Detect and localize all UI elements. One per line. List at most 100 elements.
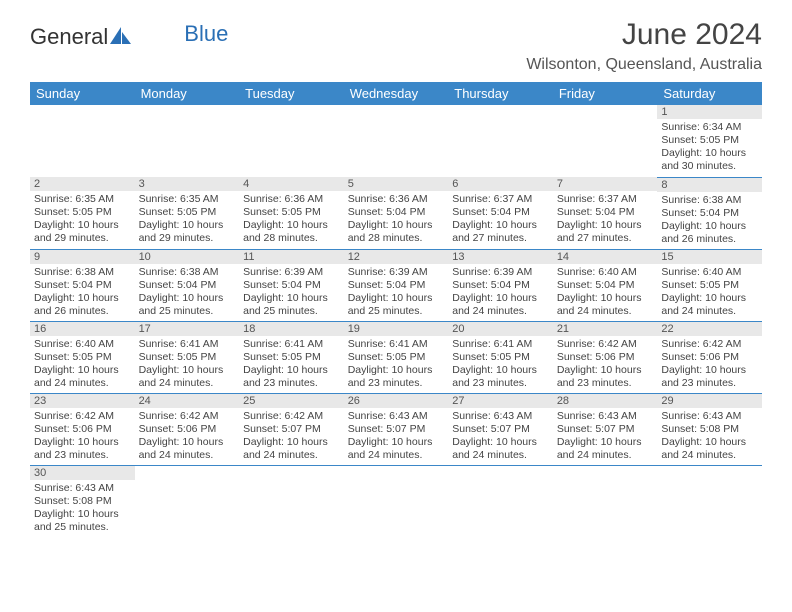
day-details: Sunrise: 6:37 AMSunset: 5:04 PMDaylight:… xyxy=(553,191,658,248)
sunrise-line: Sunrise: 6:42 AM xyxy=(557,338,654,351)
day-details: Sunrise: 6:39 AMSunset: 5:04 PMDaylight:… xyxy=(239,264,344,321)
calendar-cell: 15Sunrise: 6:40 AMSunset: 5:05 PMDayligh… xyxy=(657,249,762,321)
sunset-line: Sunset: 5:05 PM xyxy=(139,206,236,219)
sunset-line: Sunset: 5:04 PM xyxy=(139,279,236,292)
daylight-line: Daylight: 10 hours and 27 minutes. xyxy=(452,219,549,245)
day-details: Sunrise: 6:39 AMSunset: 5:04 PMDaylight:… xyxy=(344,264,449,321)
daylight-line: Daylight: 10 hours and 24 minutes. xyxy=(452,436,549,462)
daylight-line: Daylight: 10 hours and 23 minutes. xyxy=(34,436,131,462)
sunset-line: Sunset: 5:04 PM xyxy=(557,206,654,219)
day-details: Sunrise: 6:35 AMSunset: 5:05 PMDaylight:… xyxy=(135,191,240,248)
sunset-line: Sunset: 5:06 PM xyxy=(557,351,654,364)
sunset-line: Sunset: 5:04 PM xyxy=(452,279,549,292)
day-number: 21 xyxy=(553,322,658,336)
daylight-line: Daylight: 10 hours and 23 minutes. xyxy=(557,364,654,390)
day-number: 10 xyxy=(135,250,240,264)
sunrise-line: Sunrise: 6:40 AM xyxy=(34,338,131,351)
sunrise-line: Sunrise: 6:35 AM xyxy=(34,193,131,206)
day-number: 20 xyxy=(448,322,553,336)
day-details: Sunrise: 6:43 AMSunset: 5:07 PMDaylight:… xyxy=(344,408,449,465)
day-number: 1 xyxy=(657,105,762,119)
calendar-cell: 7Sunrise: 6:37 AMSunset: 5:04 PMDaylight… xyxy=(553,177,658,249)
day-number: 29 xyxy=(657,394,762,408)
calendar-cell: 11Sunrise: 6:39 AMSunset: 5:04 PMDayligh… xyxy=(239,249,344,321)
daylight-line: Daylight: 10 hours and 25 minutes. xyxy=(348,292,445,318)
day-number: 18 xyxy=(239,322,344,336)
calendar-cell: 24Sunrise: 6:42 AMSunset: 5:06 PMDayligh… xyxy=(135,393,240,465)
day-details: Sunrise: 6:37 AMSunset: 5:04 PMDaylight:… xyxy=(448,191,553,248)
daylight-line: Daylight: 10 hours and 30 minutes. xyxy=(661,147,758,173)
day-details: Sunrise: 6:41 AMSunset: 5:05 PMDaylight:… xyxy=(344,336,449,393)
day-details: Sunrise: 6:34 AMSunset: 5:05 PMDaylight:… xyxy=(657,119,762,176)
day-details: Sunrise: 6:38 AMSunset: 5:04 PMDaylight:… xyxy=(30,264,135,321)
calendar-cell: 1Sunrise: 6:34 AMSunset: 5:05 PMDaylight… xyxy=(657,105,762,177)
sunrise-line: Sunrise: 6:39 AM xyxy=(348,266,445,279)
sunrise-line: Sunrise: 6:43 AM xyxy=(452,410,549,423)
sunrise-line: Sunrise: 6:42 AM xyxy=(139,410,236,423)
day-details: Sunrise: 6:42 AMSunset: 5:06 PMDaylight:… xyxy=(553,336,658,393)
logo-text-1: General xyxy=(30,24,108,50)
calendar-cell xyxy=(135,465,240,537)
calendar-cell: 30 Sunrise: 6:43 AMSunset: 5:08 PMDayligh… xyxy=(30,465,135,537)
sunset-line: Sunset: 5:08 PM xyxy=(661,423,758,436)
calendar-cell xyxy=(657,465,762,537)
daylight-line: Daylight: 10 hours and 25 minutes. xyxy=(139,292,236,318)
calendar-cell: 27Sunrise: 6:43 AMSunset: 5:07 PMDayligh… xyxy=(448,393,553,465)
day-details: Sunrise: 6:38 AMSunset: 5:04 PMDaylight:… xyxy=(657,192,762,249)
daylight-line: Daylight: 10 hours and 24 minutes. xyxy=(452,292,549,318)
day-number: 26 xyxy=(344,394,449,408)
daylight-line: Daylight: 10 hours and 25 minutes. xyxy=(34,508,131,534)
calendar-week-row: 9Sunrise: 6:38 AMSunset: 5:04 PMDaylight… xyxy=(30,249,762,321)
daylight-line: Daylight: 10 hours and 29 minutes. xyxy=(34,219,131,245)
weekday-header-row: SundayMondayTuesdayWednesdayThursdayFrid… xyxy=(30,82,762,105)
calendar-cell xyxy=(135,105,240,177)
sunrise-line: Sunrise: 6:36 AM xyxy=(348,193,445,206)
calendar-cell xyxy=(344,465,449,537)
sunset-line: Sunset: 5:06 PM xyxy=(34,423,131,436)
daylight-line: Daylight: 10 hours and 24 minutes. xyxy=(661,436,758,462)
calendar-week-row: 1Sunrise: 6:34 AMSunset: 5:05 PMDaylight… xyxy=(30,105,762,177)
day-number: 30 xyxy=(30,466,135,480)
sunrise-line: Sunrise: 6:42 AM xyxy=(34,410,131,423)
weekday-header: Thursday xyxy=(448,82,553,105)
day-details: Sunrise: 6:35 AMSunset: 5:05 PMDaylight:… xyxy=(30,191,135,248)
day-details: Sunrise: 6:42 AMSunset: 5:06 PMDaylight:… xyxy=(135,408,240,465)
calendar-cell: 14Sunrise: 6:40 AMSunset: 5:04 PMDayligh… xyxy=(553,249,658,321)
day-details: Sunrise: 6:40 AMSunset: 5:04 PMDaylight:… xyxy=(553,264,658,321)
title-block: June 2024 Wilsonton, Queensland, Austral… xyxy=(526,18,762,74)
day-details: Sunrise: 6:39 AMSunset: 5:04 PMDaylight:… xyxy=(448,264,553,321)
calendar-cell: 5Sunrise: 6:36 AMSunset: 5:04 PMDaylight… xyxy=(344,177,449,249)
daylight-line: Daylight: 10 hours and 23 minutes. xyxy=(348,364,445,390)
sunrise-line: Sunrise: 6:39 AM xyxy=(452,266,549,279)
sunset-line: Sunset: 5:08 PM xyxy=(34,495,131,508)
calendar-cell: 21Sunrise: 6:42 AMSunset: 5:06 PMDayligh… xyxy=(553,321,658,393)
sunrise-line: Sunrise: 6:42 AM xyxy=(661,338,758,351)
sunrise-line: Sunrise: 6:38 AM xyxy=(34,266,131,279)
sunrise-line: Sunrise: 6:34 AM xyxy=(661,121,758,134)
calendar-week-row: 30 Sunrise: 6:43 AMSunset: 5:08 PMDayligh… xyxy=(30,465,762,537)
day-number: 15 xyxy=(657,250,762,264)
day-number: 3 xyxy=(135,177,240,191)
sunrise-line: Sunrise: 6:39 AM xyxy=(243,266,340,279)
daylight-line: Daylight: 10 hours and 24 minutes. xyxy=(557,436,654,462)
sunset-line: Sunset: 5:05 PM xyxy=(661,134,758,147)
sunrise-line: Sunrise: 6:43 AM xyxy=(34,482,131,495)
day-number: 28 xyxy=(553,394,658,408)
day-number: 5 xyxy=(344,177,449,191)
calendar-cell xyxy=(553,465,658,537)
calendar-cell: 16Sunrise: 6:40 AMSunset: 5:05 PMDayligh… xyxy=(30,321,135,393)
sunrise-line: Sunrise: 6:35 AM xyxy=(139,193,236,206)
sunset-line: Sunset: 5:06 PM xyxy=(139,423,236,436)
sunrise-line: Sunrise: 6:41 AM xyxy=(243,338,340,351)
day-details: Sunrise: 6:42 AMSunset: 5:07 PMDaylight:… xyxy=(239,408,344,465)
calendar-cell xyxy=(239,465,344,537)
day-number: 24 xyxy=(135,394,240,408)
sunset-line: Sunset: 5:04 PM xyxy=(34,279,131,292)
sunrise-line: Sunrise: 6:37 AM xyxy=(452,193,549,206)
daylight-line: Daylight: 10 hours and 23 minutes. xyxy=(452,364,549,390)
day-details: Sunrise: 6:36 AMSunset: 5:04 PMDaylight:… xyxy=(344,191,449,248)
sunset-line: Sunset: 5:05 PM xyxy=(243,206,340,219)
day-number: 19 xyxy=(344,322,449,336)
month-title: June 2024 xyxy=(526,18,762,52)
calendar-cell xyxy=(344,105,449,177)
